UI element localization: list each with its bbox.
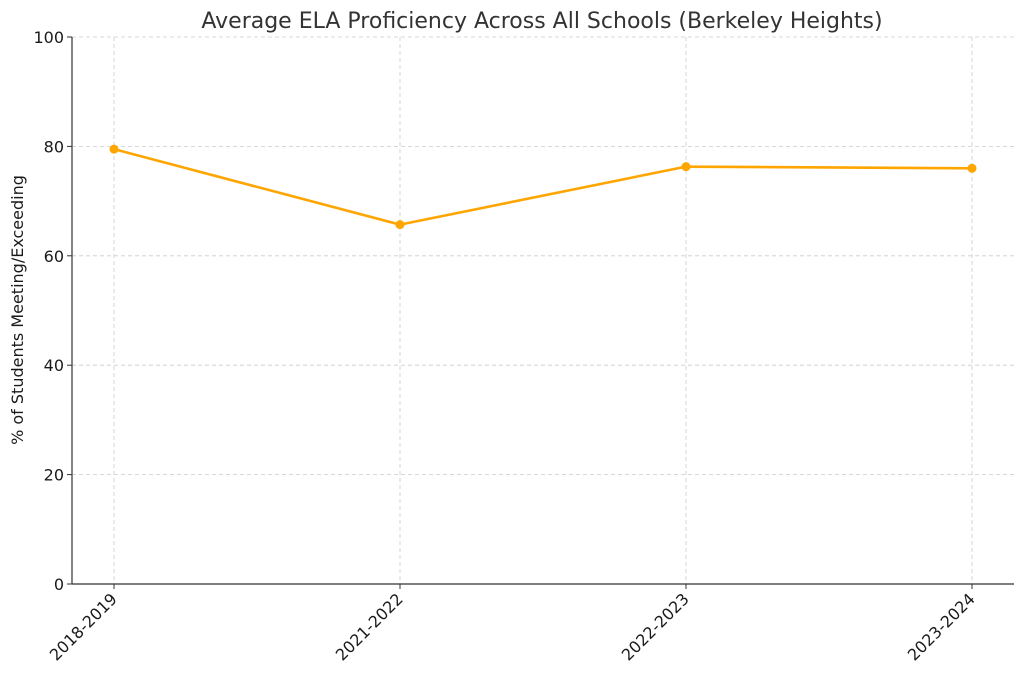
data-point [681, 162, 691, 172]
series-layer [109, 144, 977, 230]
axes [71, 37, 1014, 585]
x-tick-label: 2022-2023 [618, 589, 693, 664]
y-tick-label: 60 [44, 247, 64, 266]
y-tick-label: 80 [44, 137, 64, 156]
y-tick-label: 100 [33, 28, 64, 47]
data-point [395, 220, 405, 230]
x-tick-label: 2023-2024 [904, 589, 979, 664]
y-tick-label: 20 [44, 466, 64, 485]
y-tick-label: 0 [54, 575, 64, 594]
x-tick-label: 2021-2022 [332, 589, 407, 664]
y-tick-label: 40 [44, 356, 64, 375]
series-line [113, 147, 973, 226]
data-point [967, 163, 977, 173]
y-axis-ticks: 0 20 40 60 80 100 [33, 28, 72, 594]
x-tick-label: 2018-2019 [46, 589, 121, 664]
x-axis-ticks: 2018-2019 2021-2022 2022-2023 2023-2024 [46, 584, 979, 665]
data-point [109, 144, 119, 154]
y-axis-label: % of Students Meeting/Exceeding [8, 175, 27, 445]
chart-title: Average ELA Proficiency Across All Schoo… [201, 9, 882, 34]
grid [72, 36, 1014, 585]
